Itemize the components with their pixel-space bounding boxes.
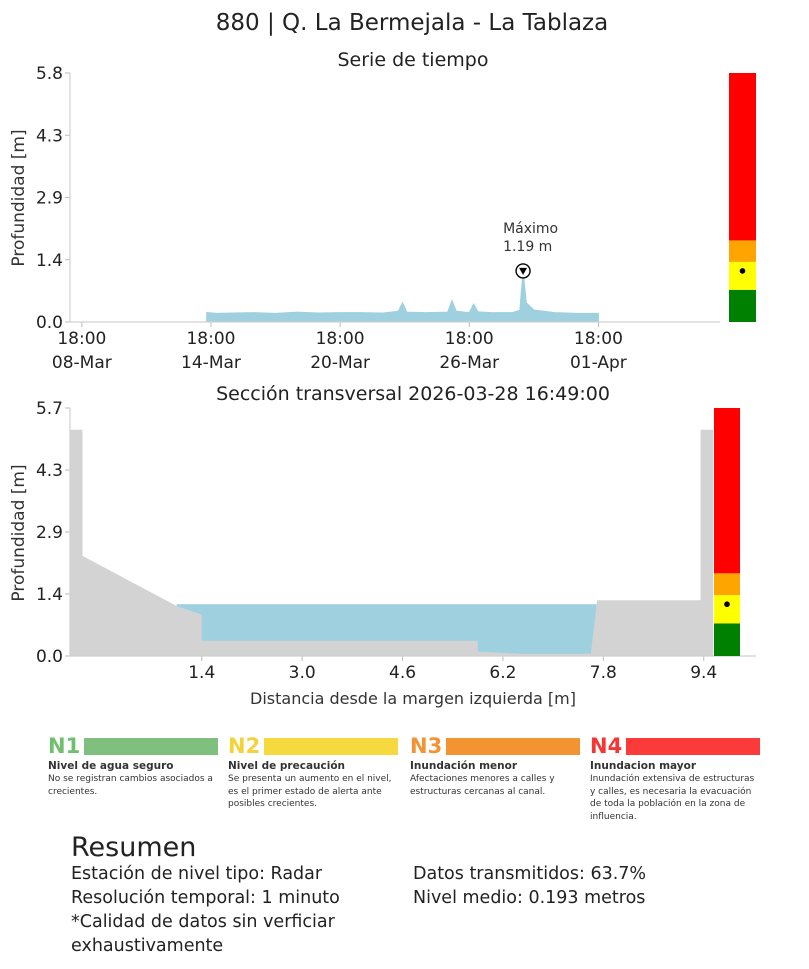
legend-color-bar	[446, 737, 580, 755]
x-tick-label: 9.4	[690, 663, 717, 683]
y-tick-label: 4.3	[36, 126, 63, 146]
y-tick-label: 4.3	[36, 461, 63, 481]
cross-section-chart: Sección transversal 2026-03-28 16:49:00 …	[9, 383, 756, 708]
legend-desc: Se presenta un aumento en el nivel, es e…	[228, 774, 392, 809]
x-tick-label: 18:00	[574, 329, 623, 349]
legend-color-bar	[264, 737, 398, 755]
x-tick-date: 20-Mar	[310, 353, 370, 373]
x-tick-date: 08-Mar	[52, 353, 112, 373]
y-tick-label: 1.4	[36, 585, 63, 605]
legend-n2: N2 Nivel de precaución Se presenta un au…	[228, 732, 398, 811]
x-tick-date: 14-Mar	[181, 353, 241, 373]
x-tick-label: 1.4	[188, 663, 215, 683]
legend-code: N3	[410, 734, 443, 758]
figure: 880 | Q. La Bermejala - La Tablaza Serie…	[9, 10, 756, 708]
legend-desc: No se registran cambios asociados a crec…	[48, 774, 213, 797]
y-tick-label: 5.7	[36, 399, 63, 419]
legend-title: Inundacion mayor	[590, 760, 697, 772]
summary-left: Estación de nivel tipo: Radar Resolución…	[71, 862, 340, 958]
y-tick-label: 5.8	[36, 64, 63, 84]
current-level-dot	[739, 268, 746, 274]
terrain-profile	[70, 429, 714, 656]
legend-n4: N4 Inundacion mayor Inundación extensiva…	[590, 732, 760, 823]
y-tick-label: 2.9	[36, 189, 63, 209]
x-tick-label: 18:00	[186, 329, 235, 349]
max-triangle-icon	[519, 267, 528, 275]
legend-n1: N1 Nivel de agua seguro No se registran …	[48, 732, 218, 798]
x-tick-date: 26-Mar	[439, 353, 499, 373]
current-level-dot	[724, 601, 730, 608]
max-value: 1.19 m	[503, 239, 552, 255]
timeseries-chart: Serie de tiempo Profundidad [m] 0.0 1.4 2.…	[9, 49, 756, 373]
summary-title: Resumen	[71, 832, 197, 863]
legend-code: N4	[590, 734, 623, 758]
x-tick-label: 7.8	[590, 663, 617, 683]
summary-line: Estación de nivel tipo: Radar	[71, 864, 323, 884]
level-yellow-segment	[714, 595, 740, 624]
legend-title: Inundación menor	[410, 760, 518, 772]
max-marker: Máximo 1.19 m	[503, 221, 558, 279]
level-yellow-segment	[729, 261, 756, 290]
legend-title: Nivel de agua seguro	[48, 760, 174, 772]
summary-line: Datos transmitidos: 63.7%	[413, 864, 647, 884]
x-tick-label: 6.2	[489, 663, 516, 683]
max-label: Máximo	[503, 221, 558, 237]
level-orange-segment	[714, 573, 740, 596]
legend-desc: Afectaciones menores a calles y estructu…	[410, 774, 555, 797]
x-tick-label: 4.6	[389, 663, 416, 683]
level-red-segment	[714, 408, 740, 574]
y-tick-label: 0.0	[36, 647, 63, 667]
level-orange-segment	[729, 240, 756, 262]
x-tick-label: 18:00	[57, 329, 106, 349]
figure-title: 880 | Q. La Bermejala - La Tablaza	[216, 10, 608, 36]
x-tick-label: 18:00	[445, 329, 494, 349]
x-tick-label: 3.0	[289, 663, 316, 683]
y-tick-label: 2.9	[36, 523, 63, 543]
timeseries-ylabel: Profundidad [m]	[9, 129, 29, 266]
cross-section-level-bar	[714, 408, 740, 656]
y-tick-label: 0.0	[36, 313, 63, 333]
summary-section: Resumen Estación de nivel tipo: Radar Re…	[71, 832, 771, 956]
timeseries-title: Serie de tiempo	[338, 49, 489, 71]
level-green-segment	[729, 289, 756, 322]
y-tick-label: 1.4	[36, 251, 63, 271]
summary-line: Nivel medio: 0.193 metros	[413, 888, 646, 908]
summary-line: *Calidad de datos sin verficiar	[71, 912, 335, 932]
legend-code: N1	[48, 734, 81, 758]
cross-section-ylabel: Profundidad [m]	[9, 464, 29, 601]
legend-n3: N3 Inundación menor Afectaciones menores…	[410, 732, 580, 798]
legend-desc: Inundación extensiva de estructuras y ca…	[590, 774, 755, 822]
summary-right: Datos transmitidos: 63.7% Nivel medio: 0…	[413, 862, 646, 910]
x-tick-date: 01-Apr	[570, 353, 627, 373]
cross-section-xlabel: Distancia desde la margen izquierda [m]	[250, 689, 576, 708]
legend-title: Nivel de precaución	[228, 760, 346, 772]
cross-section-title: Sección transversal 2026-03-28 16:49:00	[216, 383, 610, 405]
level-red-segment	[729, 73, 756, 241]
timeseries-area	[206, 270, 599, 323]
level-green-segment	[714, 623, 740, 656]
x-tick-label: 18:00	[316, 329, 365, 349]
timeseries-level-bar	[729, 73, 756, 322]
summary-line: Resolución temporal: 1 minuto	[71, 888, 340, 908]
summary-line: exhaustivamente	[71, 936, 224, 956]
legend-code: N2	[228, 734, 261, 758]
legend-color-bar	[626, 737, 760, 755]
legend-color-bar	[84, 737, 218, 755]
alert-legend: N1 Nivel de agua seguro No se registran …	[48, 732, 768, 832]
